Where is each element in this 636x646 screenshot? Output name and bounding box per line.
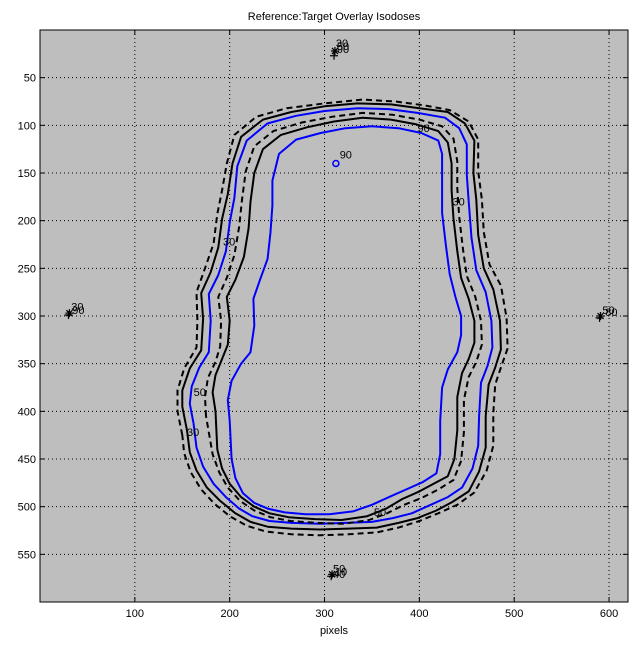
- x-tick-label: 500: [505, 608, 523, 620]
- x-tick-label: 200: [220, 608, 238, 620]
- isodose-label: 30: [453, 196, 465, 208]
- star-marker: [65, 309, 74, 318]
- chart-title: Reference:Target Overlay Isodoses: [248, 11, 421, 23]
- isodose-label: 50: [333, 563, 345, 575]
- x-tick-label: 100: [126, 608, 144, 620]
- y-tick-label: 450: [18, 454, 36, 466]
- circle-marker: [332, 159, 340, 168]
- star-marker-line: [597, 312, 604, 320]
- isodose-label: 50: [194, 387, 206, 399]
- y-tick-label: 400: [18, 406, 36, 418]
- y-tick-label: 350: [18, 359, 36, 371]
- plot-area: [40, 30, 628, 602]
- isodose-curves: [176, 98, 509, 537]
- star-marker-line: [331, 47, 339, 55]
- y-tick-label: 200: [18, 216, 36, 228]
- isodose-label: 30: [336, 38, 348, 50]
- y-tick-label: 100: [18, 120, 36, 132]
- isodose-curve-6: [226, 125, 463, 516]
- isodose-label: 90: [337, 44, 349, 56]
- y-tick-label: 550: [18, 549, 36, 561]
- isodose-label: 90: [340, 150, 352, 162]
- isodose-label: 10: [335, 566, 347, 578]
- y-tick-label: 50: [24, 73, 36, 85]
- isodose-label: 40: [333, 569, 345, 581]
- grid-lines: [40, 30, 628, 602]
- star-marker-line: [65, 309, 73, 317]
- isodose-curve-4: [211, 116, 476, 521]
- x-tick-label: 600: [600, 608, 618, 620]
- isodose-label: 90: [417, 123, 429, 135]
- y-axis-ticks: 50 100 150 200 250 300 350 400 450 500 550: [18, 73, 628, 561]
- y-tick-label: 300: [18, 311, 36, 323]
- x-tick-label: 300: [315, 608, 333, 620]
- y-tick-label: 250: [18, 263, 36, 275]
- isodose-label: 30: [223, 236, 235, 248]
- x-axis-ticks: 100 200 300 400 500 600: [126, 30, 618, 620]
- x-tick-label: 400: [410, 608, 428, 620]
- isodose-curve-2: [176, 98, 509, 537]
- star-marker: [596, 312, 605, 320]
- isodose-curve-1: [181, 102, 502, 531]
- isodose-label: 50: [337, 41, 349, 53]
- point-markers: [64, 46, 605, 581]
- star-marker: [328, 570, 337, 579]
- isodose-label: 50: [602, 305, 614, 317]
- isodose-label: 50: [374, 507, 386, 519]
- isodose-curve-5: [204, 111, 483, 525]
- isodose-label: 30: [187, 427, 199, 439]
- x-axis-label: pixels: [320, 625, 349, 637]
- star-marker: [330, 46, 339, 55]
- isodose-curve-3: [188, 107, 494, 525]
- isodose-label: 90: [72, 305, 84, 317]
- y-tick-label: 500: [18, 502, 36, 514]
- y-tick-label: 150: [18, 168, 36, 180]
- isodose-label: 80: [605, 307, 617, 319]
- isodose-label: 30: [71, 301, 83, 313]
- plus-marker: [330, 51, 338, 60]
- star-marker-line: [328, 570, 336, 578]
